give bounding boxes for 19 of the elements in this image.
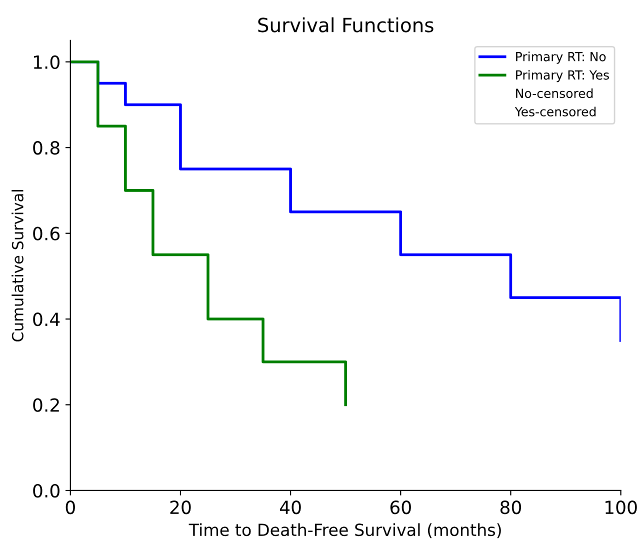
y-tick-label: 0.0 (33, 484, 60, 498)
y-tick-label: 0.6 (33, 226, 60, 240)
y-axis-title: Cumulative Survival (12, 190, 24, 342)
text: No-censored (516, 88, 593, 98)
legend-label: Primary RT: No (516, 52, 606, 64)
x-tick-label: 80 (500, 500, 522, 514)
legend-label: Primary RT: Yes (516, 70, 609, 82)
x-tick-label: 100 (606, 500, 637, 514)
y-tick-label: 0.8 (33, 141, 60, 155)
y-tick-label: 1.0 (34, 55, 60, 69)
text: Yes-censored (514, 106, 596, 116)
x-tick-label: 0 (66, 500, 75, 514)
chart-title: Survival Functions (258, 17, 434, 32)
x-tick-label: 60 (390, 500, 411, 514)
x-tick-label: 20 (170, 500, 191, 514)
y-tick-label: 0.4 (33, 312, 60, 326)
x-tick-label: 40 (280, 500, 301, 514)
x-axis-title: Time to Death-Free Survival (months) (188, 523, 501, 538)
y-tick-label: 0.2 (33, 398, 59, 412)
